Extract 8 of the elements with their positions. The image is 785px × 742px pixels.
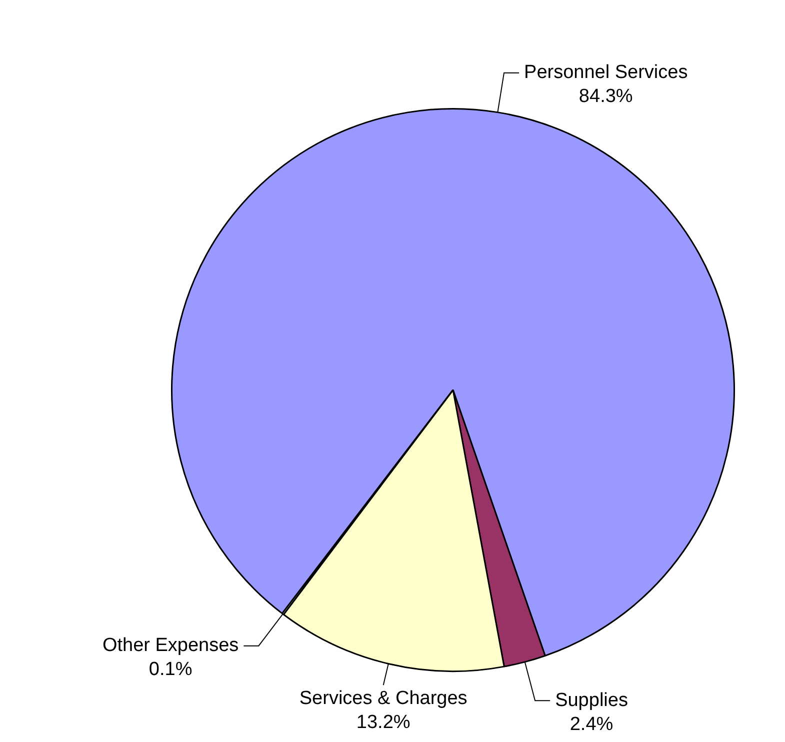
data-label: 2.4% bbox=[570, 714, 614, 735]
data-label: 0.1% bbox=[148, 659, 192, 680]
slice-label: Services & Charges bbox=[299, 688, 468, 709]
data-label: 84.3% bbox=[578, 86, 633, 108]
slice-label: Supplies bbox=[555, 690, 628, 711]
slice-label: Personnel Services bbox=[524, 62, 688, 84]
data-label: 13.2% bbox=[356, 712, 410, 733]
slice-label: Other Expenses bbox=[102, 635, 239, 656]
